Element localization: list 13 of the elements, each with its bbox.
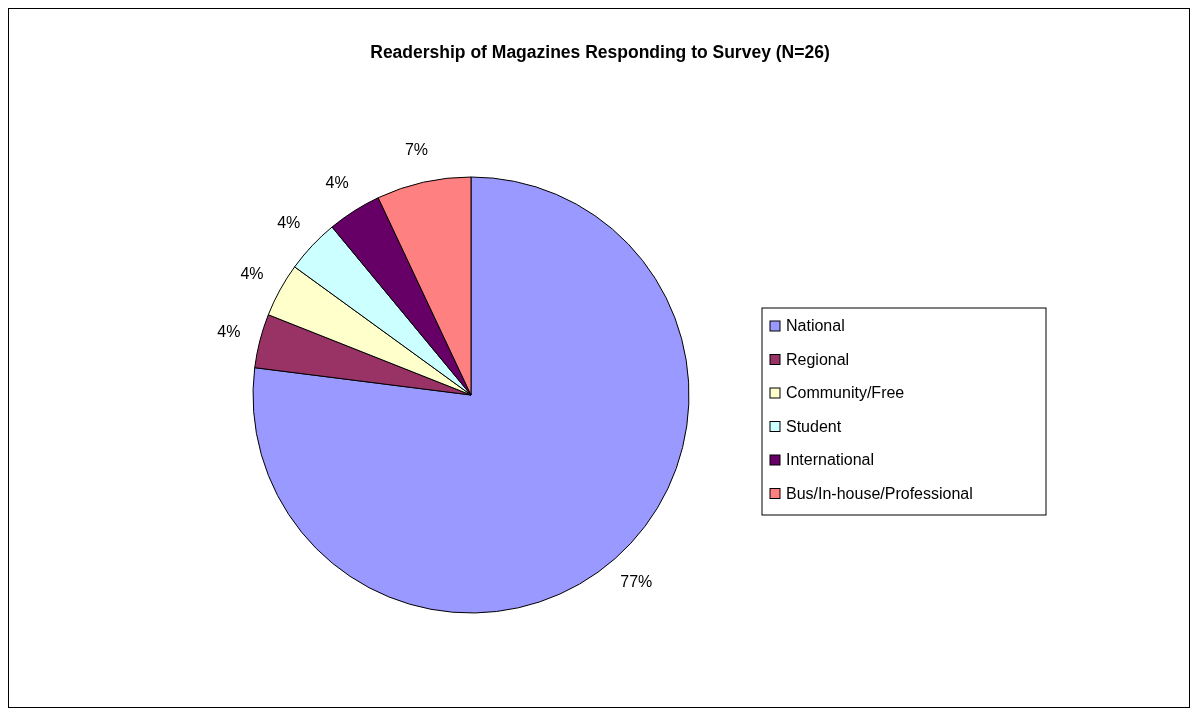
- data-label: 7%: [404, 141, 429, 159]
- data-label: 4%: [325, 174, 349, 192]
- legend-label: National: [786, 317, 845, 335]
- legend-label: Bus/In-house/Professional: [786, 484, 973, 502]
- legend-label: Student: [786, 417, 842, 435]
- data-label: 4%: [217, 323, 241, 341]
- data-label: 4%: [240, 264, 264, 282]
- legend-label: International: [786, 451, 875, 469]
- data-label: 77%: [620, 572, 653, 590]
- chart-title: Readership of Magazines Responding to Survey (N=26): [370, 42, 830, 62]
- legend-label: Regional: [786, 350, 850, 368]
- data-label: 4%: [277, 214, 301, 232]
- legend-label: Community/Free: [786, 384, 905, 402]
